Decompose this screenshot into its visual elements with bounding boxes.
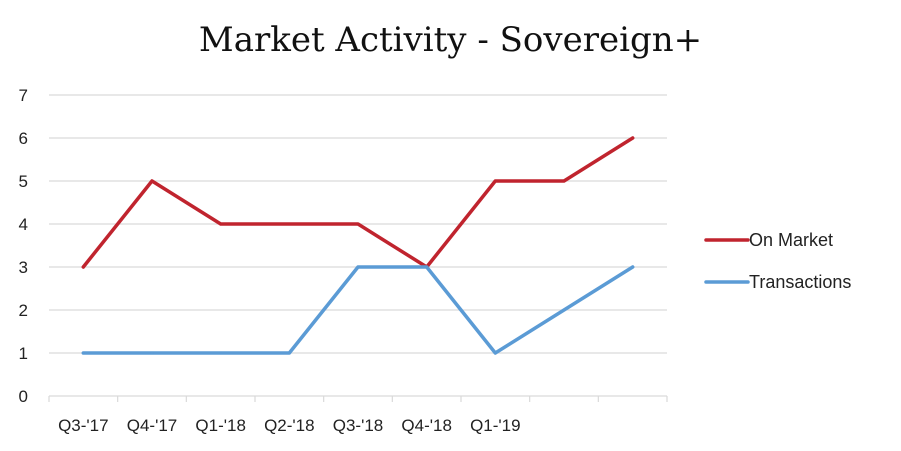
data-point bbox=[219, 351, 223, 355]
data-point bbox=[356, 265, 360, 269]
data-point bbox=[493, 351, 497, 355]
y-tick-label: 7 bbox=[19, 86, 28, 105]
data-point bbox=[81, 351, 85, 355]
x-tick-label: Q3-'17 bbox=[58, 416, 109, 435]
data-point bbox=[631, 265, 635, 269]
data-point bbox=[287, 222, 291, 226]
data-point bbox=[287, 351, 291, 355]
data-point bbox=[81, 265, 85, 269]
x-axis: Q3-'17 Q4-'17 Q1-'18 Q2-'18 Q3-'18 Q4-'18 Q1-'… bbox=[48, 395, 668, 435]
x-tick-label: Q2-'18 bbox=[264, 416, 315, 435]
x-tick-label: Q1-'18 bbox=[195, 416, 246, 435]
data-point bbox=[562, 179, 566, 183]
y-tick-label: 5 bbox=[19, 172, 28, 191]
y-tick-label: 4 bbox=[19, 215, 28, 234]
legend: On Market Transactions bbox=[704, 230, 851, 292]
y-tick-label: 6 bbox=[19, 129, 28, 148]
series-lines bbox=[81, 136, 635, 355]
data-point bbox=[562, 308, 566, 312]
data-point bbox=[356, 222, 360, 226]
chart-title: Market Activity - Sovereign+ bbox=[198, 20, 703, 60]
y-axis: 0 1 2 3 4 5 6 7 bbox=[19, 86, 28, 406]
data-point bbox=[631, 136, 635, 140]
series-line-on-market bbox=[81, 136, 635, 269]
y-tick-label: 2 bbox=[19, 301, 28, 320]
x-tick-label: Q4-'18 bbox=[401, 416, 452, 435]
x-tick-label: Q1-'19 bbox=[470, 416, 521, 435]
y-tick-label: 3 bbox=[19, 258, 28, 277]
data-point bbox=[425, 265, 429, 269]
data-point bbox=[219, 222, 223, 226]
y-tick-label: 0 bbox=[19, 387, 28, 406]
legend-label: On Market bbox=[749, 230, 833, 250]
data-point bbox=[493, 179, 497, 183]
data-point bbox=[150, 179, 154, 183]
legend-label: Transactions bbox=[749, 272, 851, 292]
x-tick-label: Q4-'17 bbox=[127, 416, 178, 435]
y-tick-label: 1 bbox=[19, 344, 28, 363]
data-point bbox=[150, 351, 154, 355]
x-tick-label: Q3-'18 bbox=[333, 416, 384, 435]
